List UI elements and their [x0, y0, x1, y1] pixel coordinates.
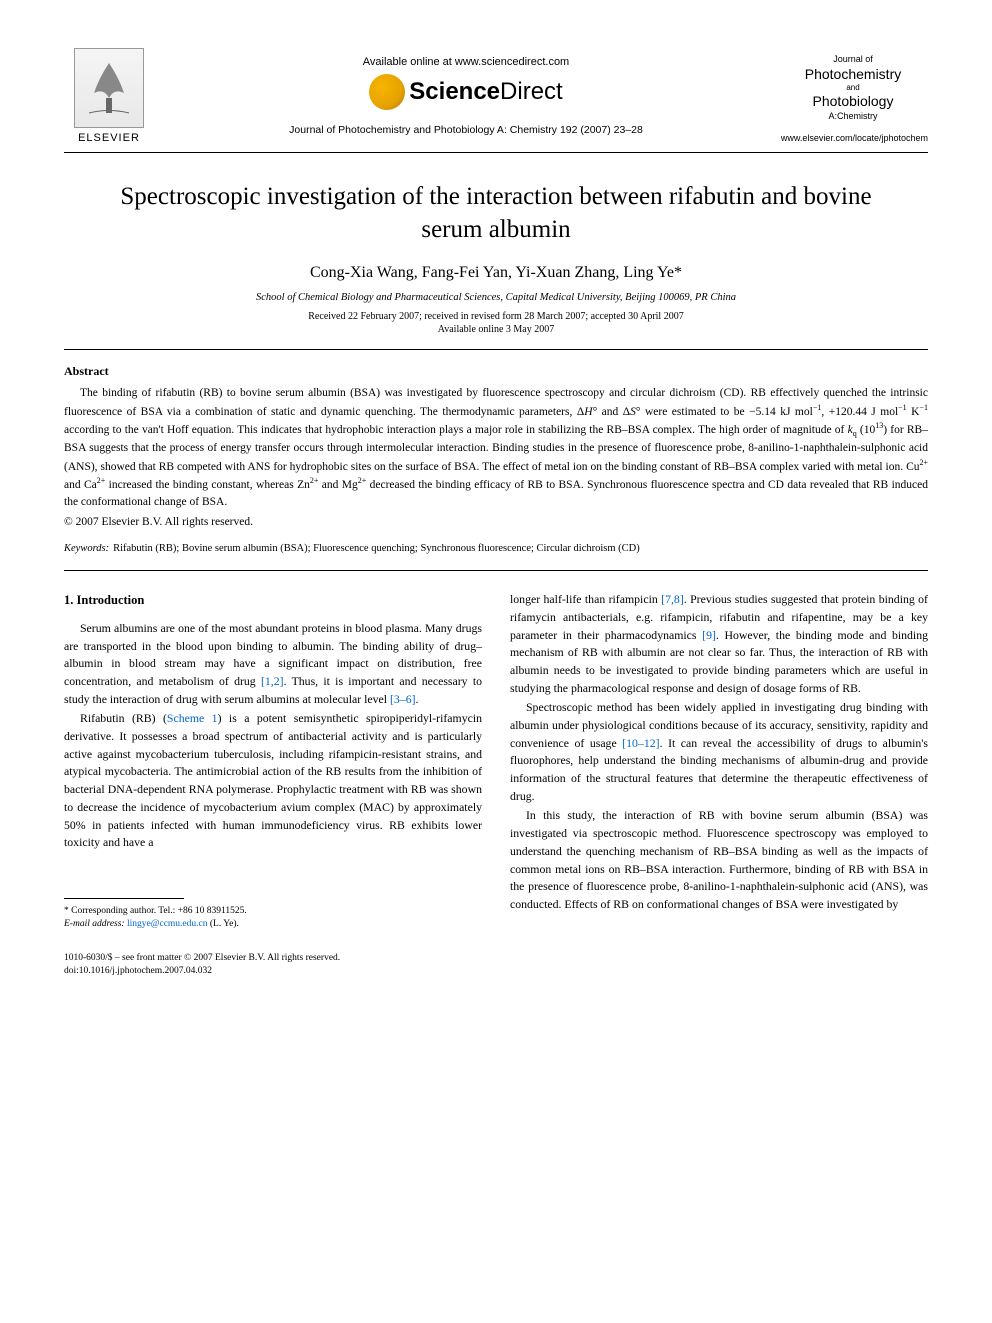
right-column: longer half-life than rifampicin [7,8]. …: [510, 591, 928, 931]
journal-box-sub: A:Chemistry: [782, 111, 924, 121]
abstract-body: The binding of rifabutin (RB) to bovine …: [64, 385, 928, 510]
keywords-row: Keywords: Rifabutin (RB); Bovine serum a…: [64, 538, 928, 556]
elsevier-tree-icon: [74, 48, 144, 128]
authors-line: Cong-Xia Wang, Fang-Fei Yan, Yi-Xuan Zha…: [64, 264, 928, 282]
abstract-rule-top: [64, 349, 928, 350]
elsevier-logo: ELSEVIER: [64, 48, 154, 144]
footnote-email-label: E-mail address:: [64, 919, 125, 929]
footnote-email-person: (L. Ye).: [210, 919, 239, 929]
article-title: Spectroscopic investigation of the inter…: [104, 181, 888, 246]
body-columns: 1. Introduction Serum albumins are one o…: [64, 591, 928, 931]
intro-paragraph-5: In this study, the interaction of RB wit…: [510, 807, 928, 913]
sciencedirect-logo: ScienceDirect: [154, 74, 778, 110]
abstract-rule-bottom: [64, 570, 928, 571]
corresponding-author-footnote: * Corresponding author. Tel.: +86 10 839…: [64, 905, 482, 932]
left-column: 1. Introduction Serum albumins are one o…: [64, 591, 482, 931]
available-date: Available online 3 May 2007: [64, 324, 928, 335]
footnote-tel: * Corresponding author. Tel.: +86 10 839…: [64, 905, 482, 918]
page-header: ELSEVIER Available online at www.science…: [64, 48, 928, 144]
journal-box-and: and: [782, 83, 924, 92]
section-1-heading: 1. Introduction: [64, 591, 482, 610]
elsevier-label: ELSEVIER: [78, 132, 140, 144]
footnote-separator: [64, 898, 184, 899]
footer-doi: doi:10.1016/j.jphotochem.2007.04.032: [64, 965, 928, 978]
abstract-copyright: © 2007 Elsevier B.V. All rights reserved…: [64, 516, 928, 528]
received-dates: Received 22 February 2007; received in r…: [64, 311, 928, 322]
corresponding-star-icon: *: [674, 264, 682, 281]
footnote-email-line: E-mail address: lingye@ccmu.edu.cn (L. Y…: [64, 918, 482, 931]
journal-box-line2: Photobiology: [782, 93, 924, 109]
intro-paragraph-2: Rifabutin (RB) (Scheme 1) is a potent se…: [64, 710, 482, 852]
journal-url: www.elsevier.com/locate/jphotochem: [778, 133, 928, 143]
available-online-text: Available online at www.sciencedirect.co…: [154, 56, 778, 68]
footnote-email-address[interactable]: lingye@ccmu.edu.cn: [127, 919, 208, 929]
sciencedirect-swirl-icon: [369, 74, 405, 110]
affiliation: School of Chemical Biology and Pharmaceu…: [64, 292, 928, 303]
intro-paragraph-4: Spectroscopic method has been widely app…: [510, 699, 928, 805]
abstract-heading: Abstract: [64, 364, 928, 379]
intro-paragraph-3: longer half-life than rifampicin [7,8]. …: [510, 591, 928, 697]
footer-copyright: 1010-6030/$ – see front matter © 2007 El…: [64, 952, 928, 965]
keywords-text: Rifabutin (RB); Bovine serum albumin (BS…: [113, 543, 640, 554]
journal-reference: Journal of Photochemistry and Photobiolo…: [154, 124, 778, 136]
intro-paragraph-1: Serum albumins are one of the most abund…: [64, 620, 482, 708]
journal-box-line1: Photochemistry: [782, 66, 924, 82]
sciencedirect-text: ScienceDirect: [409, 78, 562, 106]
header-rule: [64, 152, 928, 153]
header-center: Available online at www.sciencedirect.co…: [154, 48, 778, 136]
journal-cover-box: Journal of Photochemistry and Photobiolo…: [778, 48, 928, 143]
journal-box-small: Journal of: [782, 54, 924, 64]
page-footer: 1010-6030/$ – see front matter © 2007 El…: [64, 952, 928, 979]
keywords-label: Keywords:: [64, 543, 109, 554]
